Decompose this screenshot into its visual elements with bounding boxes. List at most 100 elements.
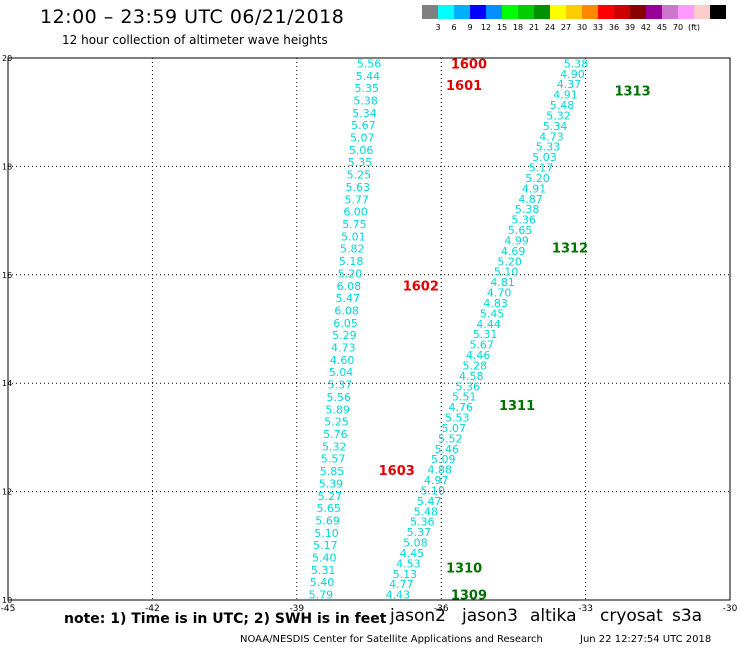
wave-height-value-track-b: 5.08: [403, 537, 428, 550]
y-tick-label: 10: [2, 596, 12, 605]
wave-height-value-track-a: 5.89: [325, 403, 350, 416]
wave-height-value-track-b: 4.70: [487, 287, 512, 300]
wave-height-value-track-b: 5.28: [462, 359, 487, 372]
legend-swatch: [502, 5, 518, 19]
wave-height-value-track-b: 5.10: [421, 484, 446, 497]
wave-height-value-track-b: 5.53: [445, 412, 470, 425]
wave-height-value-track-a: 5.57: [321, 453, 346, 466]
legend-label: 15: [496, 23, 508, 32]
legend-label: 6: [451, 23, 457, 32]
wave-height-value-track-a: 5.63: [346, 181, 371, 194]
wave-height-value-track-a: 5.77: [344, 193, 369, 206]
wave-height-value-track-b: 5.45: [480, 307, 505, 320]
wave-height-value-track-a: 6.05: [333, 317, 358, 330]
wave-height-value-track-b: 5.34: [543, 120, 568, 133]
legend-label: 36: [608, 23, 620, 32]
satellite-jason3: jason3: [462, 606, 518, 626]
wave-height-value-track-a: 5.75: [342, 218, 367, 231]
wave-height-value-track-b: 5.36: [410, 516, 435, 529]
footer-note: note: 1) Time is in UTC; 2) SWH is in fe…: [64, 611, 387, 627]
satellite-jason2: jason2: [390, 606, 446, 626]
wave-height-value-track-b: 4.97: [424, 474, 449, 487]
wave-height-value-track-b: 4.53: [396, 557, 421, 570]
legend-swatch: [582, 5, 598, 19]
legend-label: 45: [656, 23, 668, 32]
wave-height-value-track-b: 4.58: [459, 370, 484, 383]
wave-height-value-track-b: 4.73: [539, 130, 564, 143]
legend-swatch: [438, 5, 454, 19]
wave-height-value-track-b: 5.46: [435, 443, 460, 456]
pass-label: 1600: [451, 57, 487, 72]
wave-height-value-track-a: 5.38: [353, 94, 378, 107]
x-tick-label: -30: [723, 604, 738, 614]
wave-height-value-track-b: 5.07: [442, 422, 467, 435]
wave-height-value-track-b: 4.88: [428, 464, 453, 477]
page-subtitle: 12 hour collection of altimeter wave hei…: [62, 33, 328, 47]
satellite-altika: altika: [530, 606, 577, 626]
legend-label: 30: [576, 23, 588, 32]
wave-height-value-track-b: 4.44: [476, 318, 501, 331]
wave-height-value-track-b: 5.37: [407, 526, 432, 539]
wave-height-value-track-b: 5.48: [550, 99, 575, 112]
wave-height-value-track-a: 5.47: [335, 292, 360, 305]
legend-swatch: [678, 5, 694, 19]
wave-height-value-track-b: 5.20: [525, 172, 550, 185]
y-tick-label: 14: [2, 379, 12, 388]
wave-height-value-track-a: 5.34: [352, 107, 377, 120]
wave-height-value-track-a: 5.76: [323, 428, 348, 441]
legend-label: 12: [480, 23, 492, 32]
wave-height-value-track-a: 5.40: [312, 552, 337, 565]
map-frame: [7, 57, 731, 601]
wave-height-value-track-a: 5.35: [348, 156, 373, 169]
legend-label: 42: [640, 23, 652, 32]
wave-height-value-track-b: 5.52: [438, 432, 463, 445]
legend-swatch: [550, 5, 566, 19]
wave-height-value-track-b: 5.10: [494, 266, 519, 279]
legend-label: 21: [528, 23, 540, 32]
wave-height-value-track-b: 5.31: [473, 328, 498, 341]
wave-height-value-track-a: 5.06: [349, 144, 374, 157]
y-tick-label: 12: [2, 488, 12, 497]
legend-label: 27: [560, 23, 572, 32]
legend-label: (ft): [687, 23, 701, 32]
wave-height-value-track-b: 4.77: [389, 578, 414, 591]
legend-label: 18: [512, 23, 524, 32]
pass-label: 1310: [446, 561, 482, 576]
wave-height-value-track-a: 5.69: [315, 514, 340, 527]
wave-height-value-track-a: 5.07: [350, 132, 375, 145]
wave-height-value-track-a: 5.37: [328, 379, 353, 392]
wave-height-value-track-a: 5.67: [351, 119, 376, 132]
wave-height-value-track-a: 4.60: [330, 354, 355, 367]
wave-height-value-track-a: 5.17: [313, 539, 338, 552]
y-tick-label: 20: [2, 54, 12, 63]
legend-swatch: [470, 5, 486, 19]
wave-height-value-track-b: 5.32: [546, 109, 571, 122]
legend-label: 70: [672, 23, 684, 32]
wave-height-value-track-b: 5.38: [515, 203, 540, 216]
wave-height-value-track-b: 5.48: [414, 505, 439, 518]
wave-height-value-track-b: 4.43: [386, 589, 411, 602]
wave-height-value-track-b: 4.83: [483, 297, 508, 310]
y-tick-label: 18: [2, 162, 12, 171]
wave-height-value-track-b: 5.38: [564, 57, 589, 70]
x-tick-label: -36: [434, 604, 449, 614]
credit-line: NOAA/NESDIS Center for Satellite Applica…: [240, 634, 543, 645]
pass-label: 1601: [446, 79, 482, 94]
wave-height-value-track-a: 5.65: [316, 502, 341, 515]
wave-height-value-track-b: 5.65: [508, 224, 533, 237]
timestamp: Jun 22 12:27:54 UTC 2018: [580, 634, 712, 645]
x-tick-label: -39: [289, 604, 304, 614]
legend-swatch: [566, 5, 582, 19]
legend-label: 3: [435, 23, 441, 32]
wave-height-value-track-b: 5.33: [536, 141, 561, 154]
wave-height-value-track-a: 5.44: [356, 70, 381, 83]
legend-label: 24: [544, 23, 556, 32]
wave-height-value-track-a: 6.08: [337, 280, 362, 293]
wave-height-value-track-b: 5.36: [455, 380, 480, 393]
wave-height-value-track-b: 5.17: [529, 162, 554, 175]
wave-height-value-track-b: 4.37: [557, 78, 582, 91]
pass-label: 1603: [379, 464, 415, 479]
pass-label: 1311: [499, 399, 535, 414]
wave-height-value-track-b: 4.76: [448, 401, 473, 414]
